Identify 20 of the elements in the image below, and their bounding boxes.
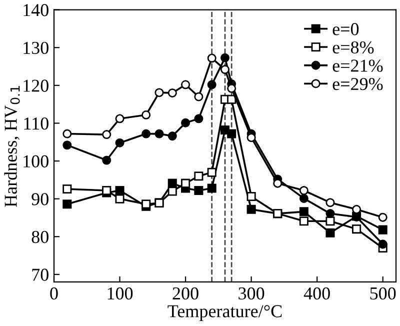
x-tick-label: 300: [238, 287, 264, 300]
x-tick-label: 100: [108, 287, 133, 300]
x-axis-title: Temperature/°C: [168, 305, 282, 321]
y-tick-label: 140: [24, 4, 48, 16]
y-tick-label: 120: [24, 80, 48, 92]
x-tick-label: 400: [304, 287, 330, 300]
legend-label: e=21%: [332, 60, 383, 72]
legend-label: e=8%: [332, 41, 374, 54]
x-tick-label: 500: [370, 287, 396, 300]
y-tick-label: 100: [24, 155, 48, 168]
y-tick-label: 130: [24, 42, 48, 54]
x-tick-label: 200: [172, 287, 198, 300]
y-tick-label: 90: [32, 193, 48, 206]
y-tick-label: 110: [24, 117, 48, 130]
x-tick-label: 0: [50, 287, 58, 300]
y-axis-title: Hardness, HV$_{0.1}$: [4, 86, 20, 207]
legend-label: e=0: [332, 23, 359, 36]
legend-label: e=29%: [332, 78, 383, 90]
y-tick-label: 80: [32, 230, 48, 244]
y-tick-label: 70: [32, 268, 48, 281]
